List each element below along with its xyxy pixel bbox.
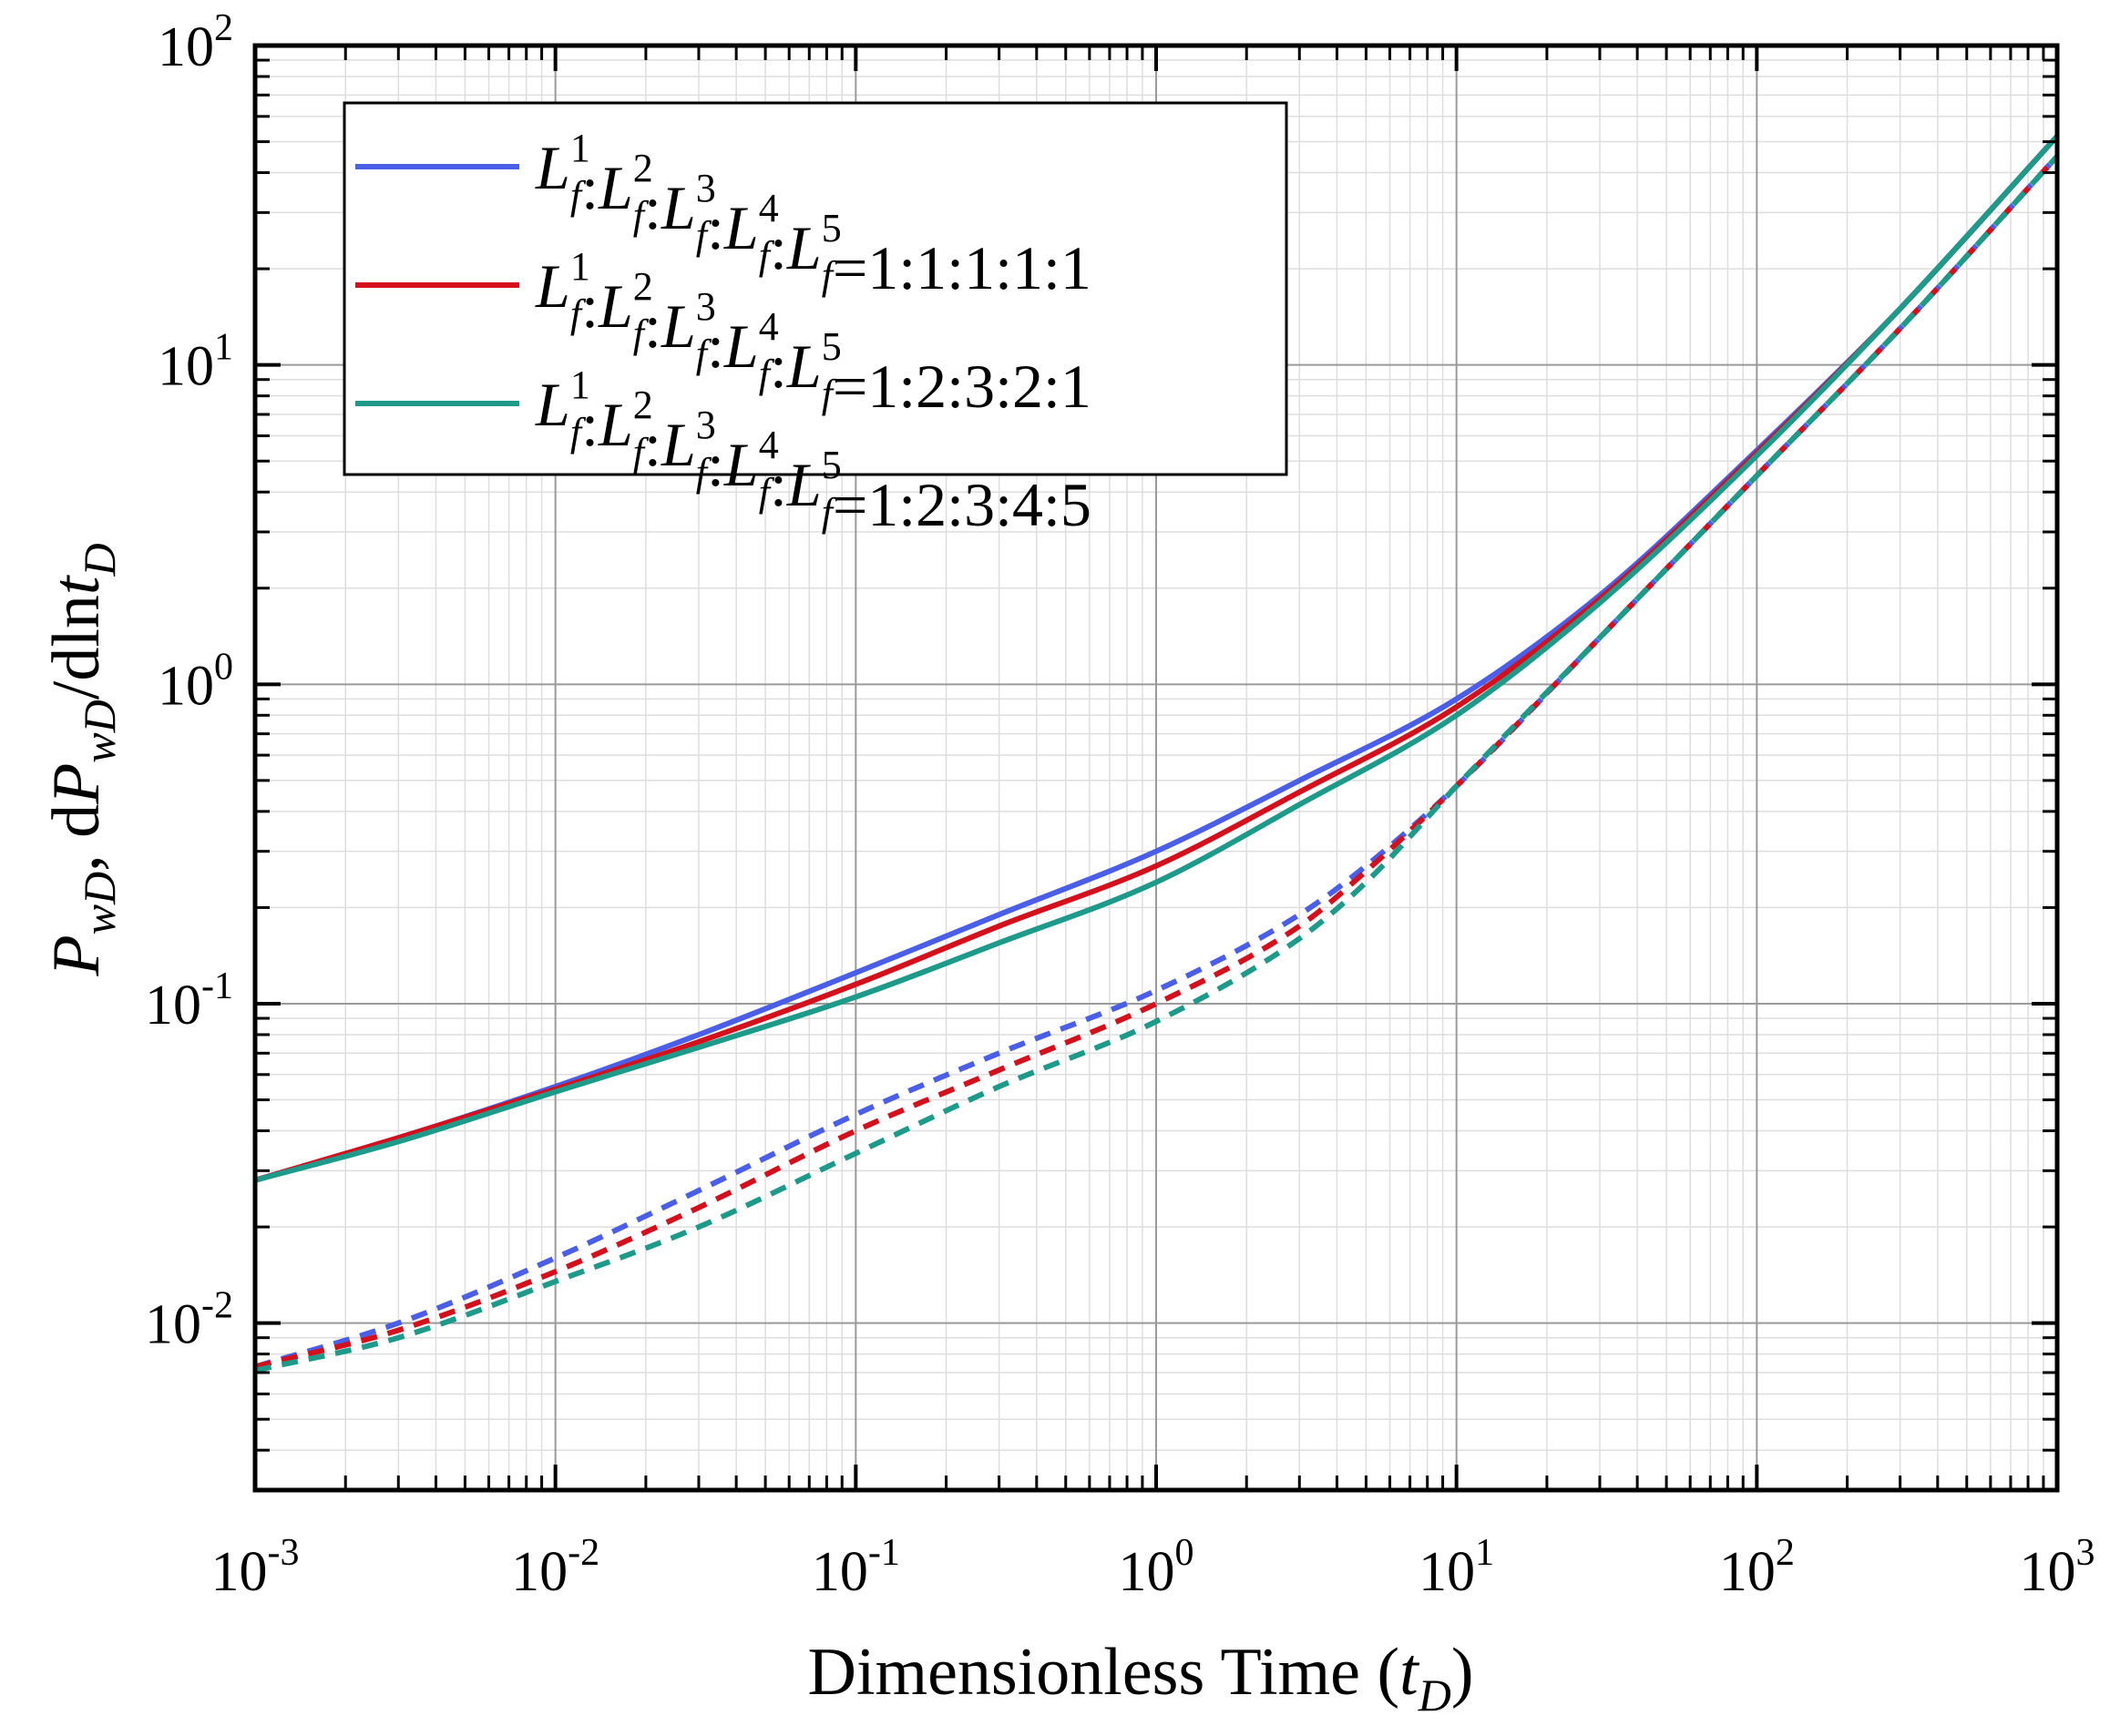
legend-label-0: L1 f:L2 f:L3 f:L4 f:L5 f=1:1:1:1:1 bbox=[535, 126, 1091, 302]
legend-label-1: L1 f:L2 f:L3 f:L4 f:L5 f=1:2:3:2:1 bbox=[535, 244, 1091, 421]
x-tick-label: 101 bbox=[1419, 1532, 1494, 1603]
x-tick-label: 10-3 bbox=[211, 1532, 300, 1603]
x-tick-label: 103 bbox=[2020, 1532, 2095, 1603]
legend: L1 f:L2 f:L3 f:L4 f:L5 f=1:1:1:1:1L1 f:L2 f:L3 f… bbox=[343, 101, 1288, 539]
x-tick-labels: 10-3 10-2 10-1 100 101 102 103 bbox=[211, 1532, 2095, 1603]
series-line-pressure-2 bbox=[255, 134, 2057, 1183]
y-tick-label: 100 bbox=[158, 646, 233, 717]
x-tick-label: 10-1 bbox=[812, 1532, 900, 1603]
legend-label-2: L1 f:L2 f:L3 f:L4 f:L5 f=1:2:3:4:5 bbox=[535, 363, 1091, 539]
x-tick-label: 10-2 bbox=[511, 1532, 599, 1603]
y-tick-labels: 10-2 10-1 100 101 102 bbox=[145, 7, 233, 1356]
axis-ticks bbox=[253, 44, 2059, 1492]
y-tick-label: 10-2 bbox=[145, 1285, 233, 1356]
x-axis-label: Dimensionless Time (tD) bbox=[808, 1635, 1474, 1721]
y-axis-label: PwD, dPwD/dlntD bbox=[39, 543, 125, 976]
x-tick-label: 100 bbox=[1119, 1532, 1194, 1603]
series-line-derivative-5 bbox=[255, 154, 2057, 1373]
x-tick-label: 102 bbox=[1719, 1532, 1795, 1603]
y-tick-label: 102 bbox=[158, 7, 233, 78]
series-layer bbox=[255, 134, 2057, 1373]
y-tick-label: 101 bbox=[158, 327, 233, 398]
y-tick-label: 10-1 bbox=[145, 965, 233, 1036]
legend-box bbox=[343, 101, 1288, 476]
